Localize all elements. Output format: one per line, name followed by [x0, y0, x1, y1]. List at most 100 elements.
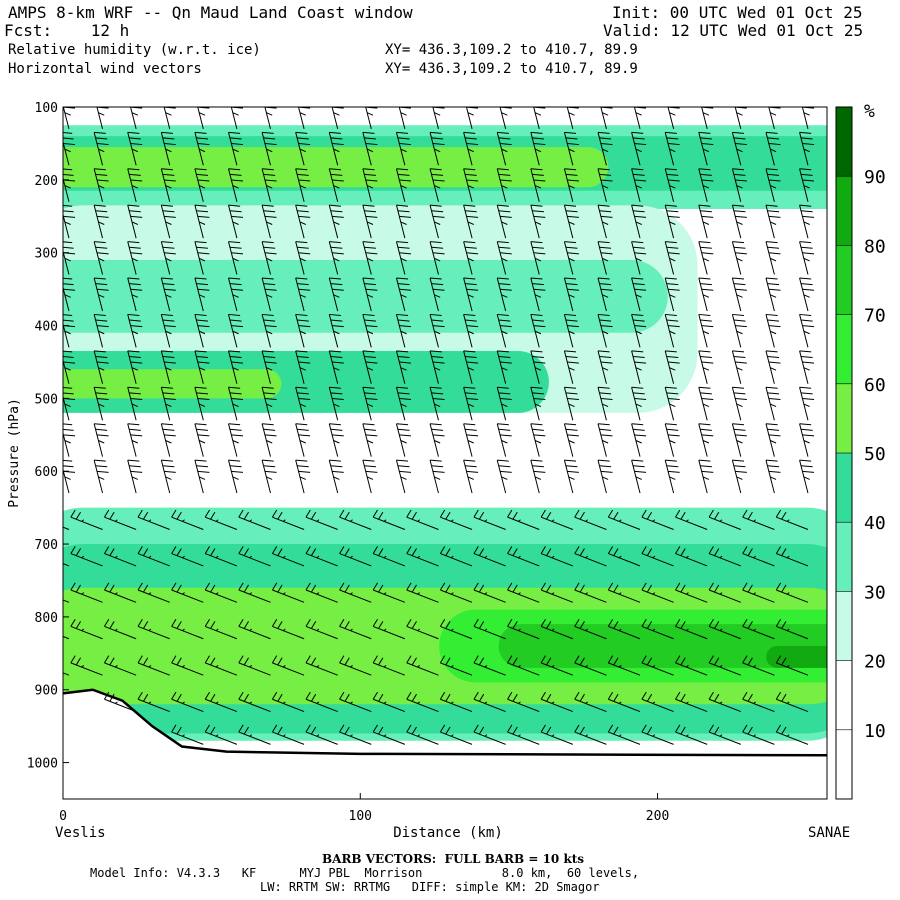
wind-barb: [540, 655, 574, 676]
wind-barb: [530, 423, 546, 457]
wind-barb: [496, 204, 512, 239]
wind-barb: [731, 277, 747, 312]
wind-barb: [228, 131, 244, 166]
wind-barb: [439, 618, 473, 640]
wind-barb: [597, 131, 613, 166]
colorbar-segment: [836, 591, 852, 661]
wind-barb: [328, 204, 344, 239]
wind-barb: [395, 131, 411, 166]
wind-barb: [194, 241, 210, 275]
wind-barb: [160, 131, 176, 166]
wind-barb: [406, 655, 439, 676]
wind-barb: [406, 582, 439, 603]
wind-barb: [228, 313, 244, 348]
wind-barb: [530, 277, 546, 312]
wind-barb: [507, 691, 540, 713]
wind-barb: [93, 386, 109, 421]
wind-barb: [496, 386, 512, 421]
x-start-label: Veslis: [55, 825, 106, 841]
colorbar-segment: [836, 314, 852, 384]
wind-barb: [305, 724, 338, 745]
wind-barb: [104, 509, 137, 530]
wind-barb: [597, 423, 613, 457]
wind-barb: [742, 582, 775, 603]
wind-barb: [271, 509, 305, 530]
wind-barb: [675, 691, 708, 713]
wind-barb: [496, 168, 512, 202]
y-tick-label: 300: [35, 247, 58, 262]
wind-barb: [261, 350, 277, 384]
wind-barb: [799, 204, 815, 239]
wind-barb: [63, 672, 70, 676]
wind-barb: [563, 168, 579, 202]
wind-barb: [664, 131, 680, 166]
wind-barb: [104, 691, 137, 713]
wind-barb: [127, 168, 143, 202]
wind-barb: [799, 386, 815, 421]
wind-barb: [339, 618, 372, 640]
wind-barb: [664, 277, 680, 312]
wind-barb: [127, 423, 143, 457]
wind-barb: [439, 655, 473, 676]
colorbar-segment: [836, 729, 852, 799]
wind-barb: [597, 204, 613, 239]
wind-barb: [429, 459, 445, 494]
x-tick-label: 0: [59, 809, 67, 824]
wind-barb: [429, 131, 445, 166]
wind-barb: [395, 423, 411, 457]
wind-barb: [698, 277, 714, 312]
wind-barb: [271, 546, 305, 567]
wind-barb: [372, 546, 406, 567]
wind-barb: [641, 724, 674, 745]
wind-barb: [228, 459, 244, 494]
wind-barb: [295, 131, 311, 166]
wind-barb: [194, 204, 210, 239]
wind-barb: [765, 168, 781, 202]
wind-barb: [597, 459, 613, 494]
wind-barb: [607, 582, 641, 603]
wind-barb: [765, 204, 781, 239]
wind-barb: [631, 386, 647, 421]
colorbar-label: 20: [864, 652, 886, 673]
wind-barb: [63, 350, 76, 384]
wind-barb: [708, 724, 741, 745]
wind-barb: [496, 277, 512, 312]
wind-barb: [631, 423, 647, 457]
terrain-line: [63, 688, 827, 757]
wind-barb: [731, 459, 747, 494]
wind-barb: [708, 618, 741, 640]
wind-barb: [228, 241, 244, 275]
wind-barb: [463, 241, 479, 275]
wind-barb: [271, 582, 305, 603]
wind-barb: [261, 459, 277, 494]
wind-barb: [631, 168, 647, 202]
wind-barb: [127, 386, 143, 421]
wind-barb: [204, 724, 238, 745]
wind-barb: [597, 386, 613, 421]
wind-barb: [93, 459, 109, 494]
wind-barb: [597, 313, 613, 348]
wind-barb: [742, 655, 775, 676]
wind-barb: [799, 313, 815, 348]
wind-barb: [228, 423, 244, 457]
wind-barb: [63, 241, 76, 275]
wind-barb: [160, 168, 176, 202]
wind-barb: [328, 423, 344, 457]
y-tick-label: 700: [35, 538, 58, 553]
wind-barb: [563, 423, 579, 457]
wind-barb: [765, 241, 781, 275]
wind-barb: [295, 423, 311, 457]
wind-barb: [597, 350, 613, 384]
wind-barb: [160, 241, 176, 275]
wind-barb: [429, 204, 445, 239]
colorbar-segment: [836, 245, 852, 315]
wind-barb: [362, 423, 378, 457]
wind-barb: [362, 313, 378, 348]
wind-barb: [238, 618, 271, 640]
wind-barb: [339, 724, 372, 745]
wind-barb: [160, 423, 176, 457]
wind-barb: [328, 168, 344, 202]
wind-barb: [204, 691, 238, 713]
wind-barb: [328, 241, 344, 275]
